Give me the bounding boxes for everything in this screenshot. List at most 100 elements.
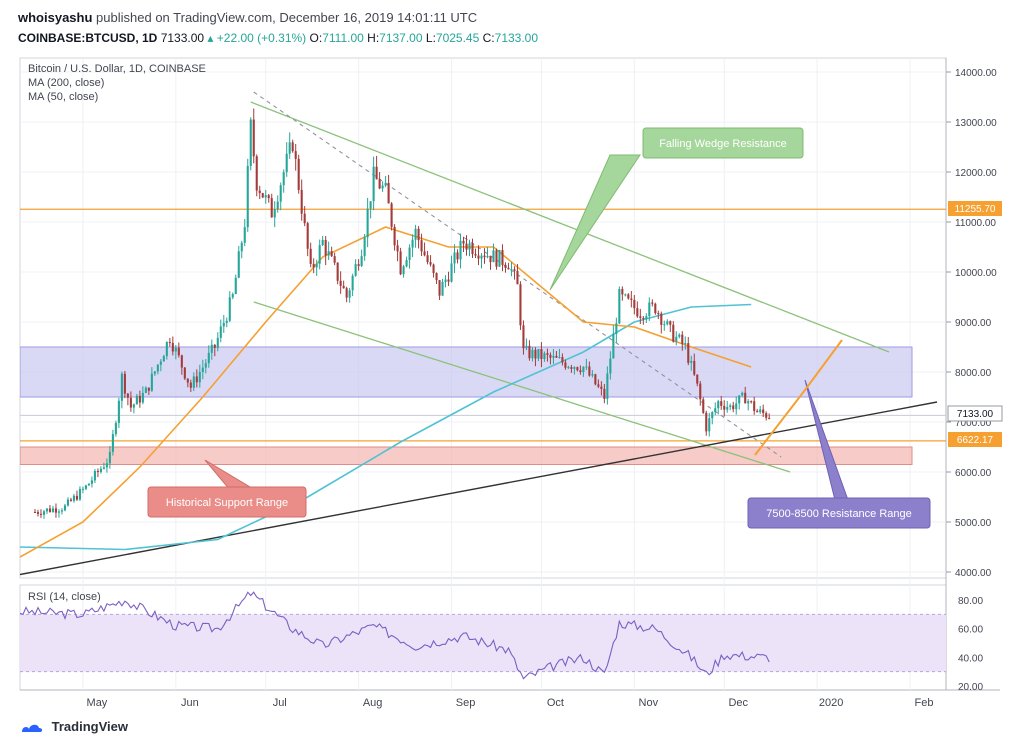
candle-body	[69, 499, 72, 501]
price-tag-low: 6622.17	[948, 432, 1002, 447]
candle-body	[183, 367, 186, 379]
candle-body	[126, 393, 129, 398]
candles-layer	[33, 108, 771, 519]
candle-body	[330, 251, 333, 257]
candle-body	[165, 342, 168, 357]
price-tick-label: 14000.00	[955, 68, 997, 79]
candle-body	[525, 345, 528, 349]
time-tick-label: 2020	[819, 697, 843, 709]
candle-body	[246, 165, 249, 228]
rsi-axis: 20.00 40.00 60.00 80.00	[958, 596, 983, 693]
candle-body	[582, 366, 585, 373]
candle-body	[270, 198, 273, 218]
time-axis[interactable]: May Jun Jul Aug Sep Oct Nov Dec 2020 Feb	[87, 697, 934, 709]
candle-body	[552, 355, 555, 358]
candle-body	[702, 399, 705, 413]
candle-body	[687, 343, 690, 363]
candle-body	[303, 213, 306, 224]
resistance-range-callout[interactable]: 7500-8500 Resistance Range	[747, 379, 931, 529]
candle-body	[483, 255, 486, 258]
time-tick-label: Sep	[456, 697, 476, 709]
candle-body	[207, 352, 210, 364]
candle-body	[561, 357, 564, 363]
price-tick-label: 6000.00	[955, 468, 992, 479]
candle-body	[327, 251, 330, 256]
historical-support-callout[interactable]: Historical Support Range	[147, 459, 307, 518]
candle-body	[387, 182, 390, 204]
candle-body	[642, 317, 645, 320]
price-tag-high-text: 11255.70	[955, 204, 996, 215]
price-tick-label: 9000.00	[955, 318, 992, 329]
chart-header: whoisyashu published on TradingView.com,…	[0, 0, 1024, 52]
price-chart[interactable]: 4000.00 5000.00 6000.00 7000.00 8000.00 9000.…	[0, 0, 1024, 718]
falling-wedge-callout[interactable]: Falling Wedge Resistance	[549, 127, 804, 291]
candle-body	[627, 294, 630, 299]
candle-body	[273, 209, 276, 218]
candle-body	[93, 471, 96, 481]
candle-body	[390, 203, 393, 227]
candle-body	[198, 372, 201, 383]
candle-body	[606, 373, 609, 399]
candle-body	[228, 297, 231, 321]
rsi-tick-label: 40.00	[958, 653, 983, 664]
tradingview-logo-icon[interactable]	[20, 720, 44, 734]
candle-body	[150, 373, 153, 391]
candle-body	[399, 251, 402, 275]
candle-body	[549, 354, 552, 358]
candle-body	[426, 255, 429, 263]
candle-body	[372, 166, 375, 202]
candle-body	[480, 255, 483, 259]
wedge-upper-line	[250, 101, 890, 353]
candle-body	[318, 245, 321, 264]
candle-body	[60, 510, 64, 512]
ma200-legend: MA (200, close)	[28, 77, 104, 89]
resistance-zone	[20, 346, 913, 398]
candle-body	[66, 499, 69, 506]
candle-body	[672, 324, 675, 342]
candle-body	[630, 298, 633, 300]
candle-body	[243, 227, 246, 243]
price-tick-label: 13000.00	[955, 118, 997, 129]
candle-body	[249, 119, 252, 166]
falling-wedge-label: Falling Wedge Resistance	[659, 138, 787, 150]
candle-body	[144, 387, 147, 393]
candle-body	[465, 243, 468, 250]
candle-body	[309, 248, 312, 264]
low-value: 7025.45	[435, 31, 480, 45]
candle-body	[447, 279, 450, 282]
candle-body	[513, 269, 516, 271]
rsi-tick-label: 80.00	[958, 596, 983, 607]
candle-body	[603, 388, 606, 399]
price-tag-high-box	[948, 201, 1002, 216]
candle-body	[33, 512, 37, 513]
candle-body	[675, 336, 678, 342]
price-axis[interactable]: 4000.00 5000.00 6000.00 7000.00 8000.00 9000.…	[946, 68, 997, 579]
candle-body	[324, 239, 327, 256]
candle-body	[735, 403, 738, 410]
tradingview-brand[interactable]: TradingView	[51, 719, 128, 735]
candle-body	[678, 334, 681, 337]
time-tick-label: Feb	[915, 697, 934, 709]
candle-body	[474, 254, 477, 256]
candle-body	[204, 363, 207, 368]
candle-body	[279, 185, 282, 202]
candle-body	[453, 252, 456, 264]
candle-body	[156, 364, 159, 372]
candle-body	[36, 512, 40, 514]
candle-body	[693, 360, 696, 375]
candle-body	[567, 367, 570, 369]
candle-body	[321, 239, 324, 246]
candle-body	[423, 251, 426, 256]
symbol: COINBASE:BTCUSD, 1D	[18, 31, 158, 45]
candle-body	[471, 243, 474, 255]
candle-body	[210, 344, 213, 353]
candle-body	[594, 374, 597, 385]
author-name[interactable]: whoisyashu	[18, 10, 93, 25]
candle-body	[201, 367, 204, 373]
candle-body	[411, 239, 414, 248]
candle-body	[177, 347, 180, 356]
candle-body	[681, 334, 684, 344]
candle-body	[744, 392, 747, 404]
candle-body	[216, 337, 219, 348]
time-tick-label: Aug	[363, 697, 383, 709]
